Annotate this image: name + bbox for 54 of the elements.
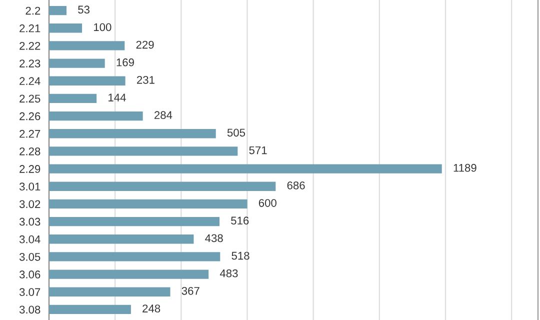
y-tick-label: 3.04 (19, 235, 40, 244)
bar (49, 164, 442, 174)
y-tick-label: 3.06 (19, 270, 40, 278)
data-label: 248 (142, 304, 160, 312)
data-label: 686 (287, 181, 305, 190)
data-label: 518 (232, 252, 250, 260)
data-label: 144 (108, 94, 126, 102)
y-tick-label: 2.26 (20, 112, 40, 120)
y-tick-label: 2.25 (20, 94, 40, 103)
bar (49, 111, 143, 121)
data-label: 284 (154, 111, 172, 120)
bar (49, 94, 97, 104)
bar (49, 182, 276, 191)
y-tick-label: 3.02 (19, 200, 40, 208)
y-tick-label: 3.03 (19, 218, 40, 226)
data-label: 100 (94, 23, 112, 32)
y-tick-label: 2.21 (20, 24, 40, 32)
data-label: 600 (258, 199, 276, 207)
bar (49, 129, 216, 138)
data-label: 1189 (454, 164, 476, 172)
bar (49, 270, 209, 279)
y-tick-label: 3.05 (19, 252, 40, 261)
y-tick-label: 3.08 (19, 306, 40, 314)
y-tick-label: 2.24 (20, 77, 40, 85)
y-tick-label: 2.23 (20, 60, 40, 68)
bar (49, 24, 82, 33)
bar (49, 199, 248, 209)
data-label: 438 (205, 234, 223, 242)
bar (49, 252, 220, 262)
y-tick-label: 2.28 (20, 147, 40, 156)
bar (49, 76, 126, 86)
y-tick-label: 3.07 (19, 288, 40, 296)
data-label: 516 (231, 216, 249, 225)
bar (49, 58, 105, 68)
data-label: 169 (116, 58, 134, 66)
bar (49, 304, 131, 314)
data-label: 53 (78, 6, 90, 14)
bar (49, 6, 67, 16)
y-tick-label: 2.2 (26, 6, 40, 15)
bar (49, 41, 125, 50)
data-label: 231 (136, 76, 154, 84)
data-label: 505 (227, 128, 246, 137)
bar (49, 287, 170, 296)
data-label: 229 (136, 40, 154, 49)
y-tick-label: 2.27 (20, 130, 40, 138)
y-tick-label: 2.22 (20, 42, 40, 50)
bar (49, 146, 238, 156)
y-tick-label: 2.29 (20, 165, 40, 173)
y-tick-label: 3.01 (19, 182, 40, 191)
bar (49, 234, 194, 244)
data-label: 367 (182, 286, 200, 295)
bar (49, 216, 220, 226)
data-label: 571 (249, 146, 267, 154)
data-label: 483 (220, 269, 238, 278)
